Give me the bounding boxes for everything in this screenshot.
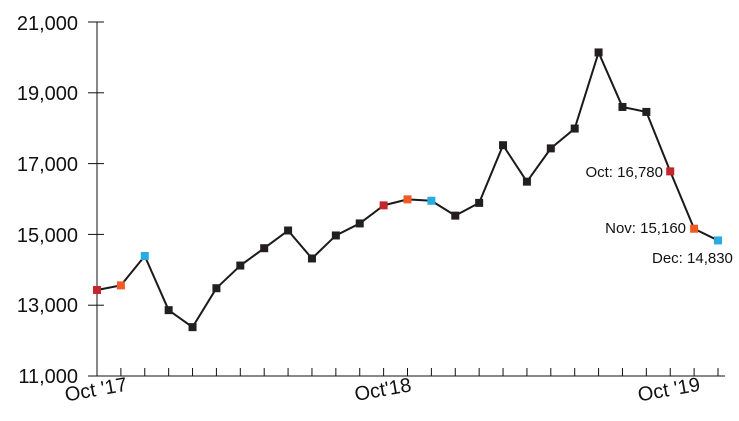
data-point-marker xyxy=(570,124,579,133)
data-point-markers xyxy=(93,48,722,332)
data-point-marker xyxy=(236,261,245,270)
data-point-marker xyxy=(594,48,603,57)
data-point-marker xyxy=(690,224,699,233)
y-tick-label-21000: 21,000 xyxy=(17,13,78,35)
data-point-marker xyxy=(212,284,221,293)
x-tick-label-oct-19: Oct '19 xyxy=(636,374,702,407)
data-point-marker xyxy=(403,195,412,204)
data-point-marker xyxy=(93,285,101,294)
y-tick-label-17000: 17,000 xyxy=(17,154,78,176)
x-tick-label-oct-18: Oct'18 xyxy=(353,374,413,406)
data-point-marker xyxy=(522,177,531,186)
data-point-marker xyxy=(475,198,484,207)
data-point-marker xyxy=(260,244,269,253)
x-tick-marks xyxy=(96,368,719,376)
annotation-oct: Oct: 16,780 xyxy=(585,164,663,181)
y-tick-label-19000: 19,000 xyxy=(17,83,78,105)
series-line xyxy=(96,51,719,329)
data-point-marker xyxy=(331,231,340,240)
data-point-marker xyxy=(355,219,364,228)
data-point-marker xyxy=(164,306,173,315)
data-point-marker xyxy=(116,281,125,290)
data-point-marker xyxy=(427,196,436,205)
data-point-marker xyxy=(307,254,316,263)
data-point-marker xyxy=(188,323,197,332)
y-tick-label-13000: 13,000 xyxy=(17,295,78,317)
data-point-marker xyxy=(499,141,508,150)
y-tick-label-11000: 11,000 xyxy=(18,366,78,388)
y-tick-marks xyxy=(88,21,104,377)
data-point-marker xyxy=(714,236,722,245)
data-point-marker xyxy=(379,201,388,210)
data-point-marker xyxy=(642,107,651,116)
data-point-marker xyxy=(140,251,149,260)
y-tick-label-15000: 15,000 xyxy=(17,225,78,247)
data-point-marker xyxy=(451,211,460,220)
data-point-marker xyxy=(618,102,627,111)
data-point-marker xyxy=(284,226,293,235)
data-point-marker xyxy=(546,144,555,153)
annotation-nov: Nov: 15,160 xyxy=(605,220,686,237)
annotation-dec: Dec: 14,830 xyxy=(652,250,733,267)
data-point-marker xyxy=(666,167,675,176)
